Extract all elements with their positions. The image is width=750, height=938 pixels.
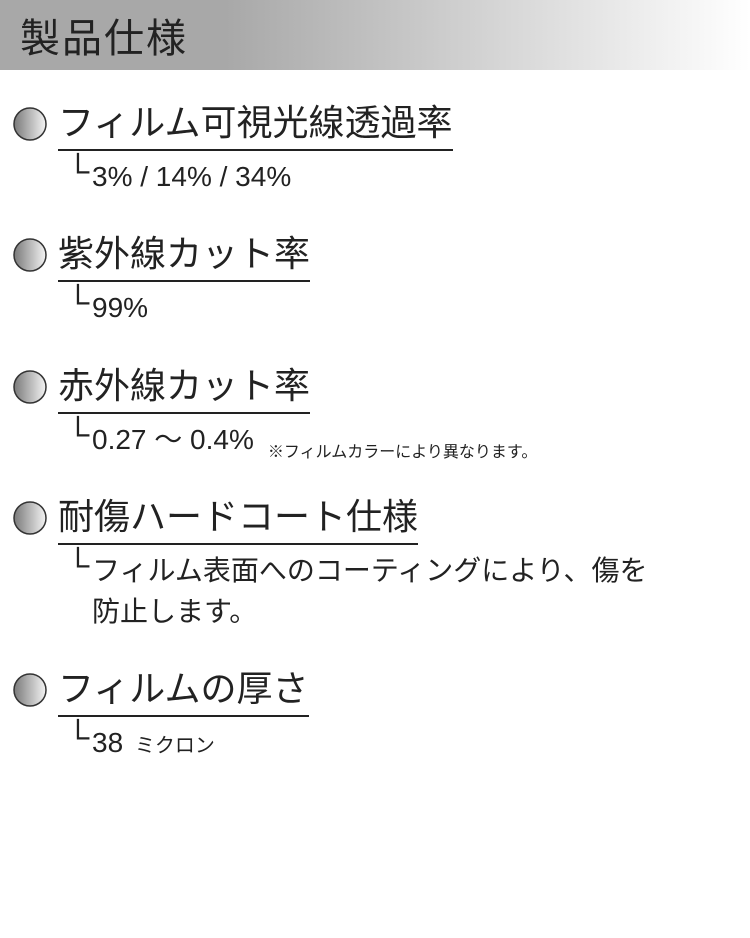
spec-title: フィルム可視光線透過率 — [58, 100, 453, 151]
spec-title: 紫外線カット率 — [58, 231, 310, 282]
spec-content: 赤外線カット率 └ 0.27 〜 0.4% ※フィルムカラーにより異なります。 — [58, 363, 730, 460]
corner-icon: └ — [64, 155, 92, 187]
spec-item: 耐傷ハードコート仕様 └ フィルム表面へのコーティングにより、傷を防止します。 — [12, 494, 730, 632]
spec-title: フィルムの厚さ — [58, 666, 309, 717]
spec-item: フィルム可視光線透過率 └ 3% / 14% / 34% — [12, 100, 730, 197]
spec-value: 0.27 〜 0.4% — [92, 420, 254, 461]
spec-value: フィルム表面へのコーティングにより、傷を防止します。 — [92, 551, 652, 632]
spec-value-row: └ 3% / 14% / 34% — [58, 157, 730, 198]
spec-list: フィルム可視光線透過率 └ 3% / 14% / 34% 紫外線カット率 └ 9… — [0, 70, 750, 764]
spec-title: 赤外線カット率 — [58, 363, 310, 414]
spec-value: 99% — [92, 288, 148, 329]
spec-item: フィルムの厚さ └ 38 ミクロン — [12, 666, 730, 763]
value-line: 0.27 〜 0.4% ※フィルムカラーにより異なります。 — [92, 420, 537, 461]
spec-title: 耐傷ハードコート仕様 — [58, 494, 418, 545]
spec-content: フィルムの厚さ └ 38 ミクロン — [58, 666, 730, 763]
bullet-icon — [12, 672, 48, 708]
spec-content: 耐傷ハードコート仕様 └ フィルム表面へのコーティングにより、傷を防止します。 — [58, 494, 730, 632]
corner-icon: └ — [64, 286, 92, 318]
spec-value-row: └ フィルム表面へのコーティングにより、傷を防止します。 — [58, 551, 730, 632]
spec-content: フィルム可視光線透過率 └ 3% / 14% / 34% — [58, 100, 730, 197]
spec-unit: ミクロン — [135, 735, 215, 757]
spec-value-row: └ 0.27 〜 0.4% ※フィルムカラーにより異なります。 — [58, 420, 730, 461]
corner-icon: └ — [64, 418, 92, 450]
spec-value-row: └ 38 ミクロン — [58, 723, 730, 764]
spec-number: 38 — [92, 727, 123, 758]
bullet-icon — [12, 106, 48, 142]
corner-icon: └ — [64, 721, 92, 753]
bullet-icon — [12, 237, 48, 273]
spec-value-row: └ 99% — [58, 288, 730, 329]
bullet-icon — [12, 369, 48, 405]
section-title: 製品仕様 — [20, 6, 188, 64]
spec-item: 紫外線カット率 └ 99% — [12, 231, 730, 328]
section-header: 製品仕様 — [0, 0, 750, 70]
spec-note: ※フィルムカラーにより異なります。 — [268, 438, 537, 462]
spec-value: 3% / 14% / 34% — [92, 157, 291, 198]
corner-icon: └ — [64, 549, 92, 581]
bullet-icon — [12, 500, 48, 536]
spec-item: 赤外線カット率 └ 0.27 〜 0.4% ※フィルムカラーにより異なります。 — [12, 363, 730, 460]
spec-content: 紫外線カット率 └ 99% — [58, 231, 730, 328]
spec-value: 38 ミクロン — [92, 723, 215, 764]
